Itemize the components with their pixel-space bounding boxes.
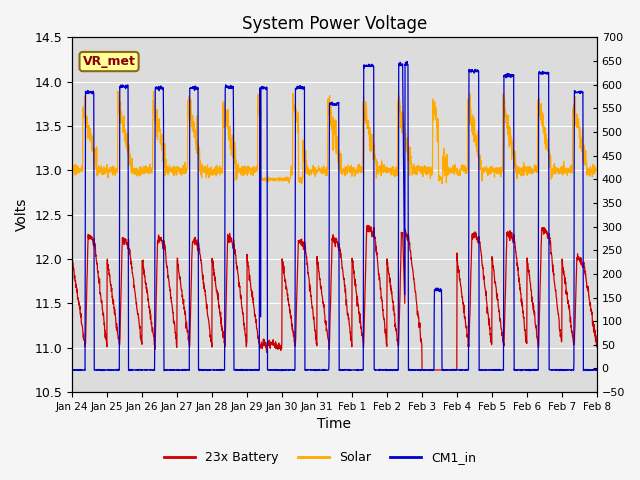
Solar: [593, 167, 600, 172]
Y-axis label: Volts: Volts: [15, 198, 29, 231]
CM1_in: [403, 59, 411, 64]
Solar: [561, 170, 569, 176]
23x Battery: [214, 298, 222, 303]
CM1_in: [561, 367, 569, 373]
23x Battery: [349, 264, 357, 270]
CM1_in: [349, 367, 357, 372]
Solar: [547, 167, 555, 172]
23x Battery: [593, 342, 600, 348]
X-axis label: Time: Time: [317, 418, 351, 432]
CM1_in: [593, 367, 600, 373]
CM1_in: [68, 367, 76, 373]
Solar: [215, 170, 223, 176]
23x Battery: [561, 281, 569, 287]
Title: System Power Voltage: System Power Voltage: [242, 15, 427, 33]
Solar: [68, 168, 76, 173]
23x Battery: [361, 302, 369, 308]
CM1_in: [214, 367, 222, 372]
23x Battery: [364, 223, 371, 228]
CM1_in: [487, 367, 495, 373]
23x Battery: [487, 339, 495, 345]
CM1_in: [547, 367, 555, 373]
Line: CM1_in: CM1_in: [72, 61, 596, 371]
CM1_in: [525, 368, 533, 374]
Solar: [438, 181, 446, 187]
23x Battery: [68, 252, 76, 258]
Solar: [487, 168, 495, 174]
Solar: [361, 111, 369, 117]
Text: VR_met: VR_met: [83, 55, 136, 68]
Solar: [114, 88, 122, 94]
23x Battery: [547, 245, 555, 251]
23x Battery: [418, 367, 426, 373]
Line: Solar: Solar: [72, 91, 596, 184]
Solar: [349, 169, 357, 175]
Line: 23x Battery: 23x Battery: [72, 226, 596, 370]
CM1_in: [361, 64, 369, 70]
Legend: 23x Battery, Solar, CM1_in: 23x Battery, Solar, CM1_in: [159, 446, 481, 469]
